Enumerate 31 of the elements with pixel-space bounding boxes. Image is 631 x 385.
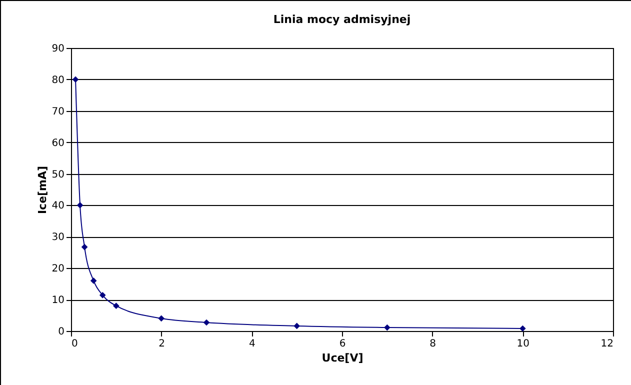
y-tick-label: 0: [58, 326, 64, 338]
point: [113, 302, 120, 310]
x-tick-label: 8: [430, 338, 436, 350]
point: [520, 325, 526, 332]
y-axis-title: Ice[mA]: [36, 166, 49, 214]
point: [72, 76, 79, 83]
point: [90, 278, 97, 284]
x-tick-label: 6: [339, 338, 346, 350]
x-axis-title: Uce[V]: [322, 352, 364, 364]
y-tick-label: 30: [52, 232, 64, 244]
x-tick-label: 12: [600, 338, 614, 350]
y-tick-label: 70: [52, 106, 64, 118]
point: [384, 324, 390, 331]
x-tick-label: 10: [516, 338, 530, 350]
y-tick-label: 60: [52, 138, 64, 149]
y-tick-label: 80: [52, 74, 64, 86]
chart-title: Linia mocy admisyjnej: [273, 13, 411, 26]
y-tick-label: 20: [52, 264, 64, 275]
point: [76, 202, 84, 208]
x-tick-label: 4: [248, 338, 256, 350]
y-tick-label: 10: [52, 295, 64, 306]
y-tick-label: 40: [52, 200, 64, 212]
x-tick-label: 2: [158, 338, 166, 350]
point: [294, 322, 300, 330]
point: [158, 315, 164, 322]
y-tick-label: 90: [52, 44, 64, 54]
point: [99, 292, 106, 298]
point: [203, 319, 210, 326]
y-tick-label: 50: [52, 169, 64, 180]
x-tick-label: 0: [72, 338, 78, 350]
point: [81, 244, 88, 250]
